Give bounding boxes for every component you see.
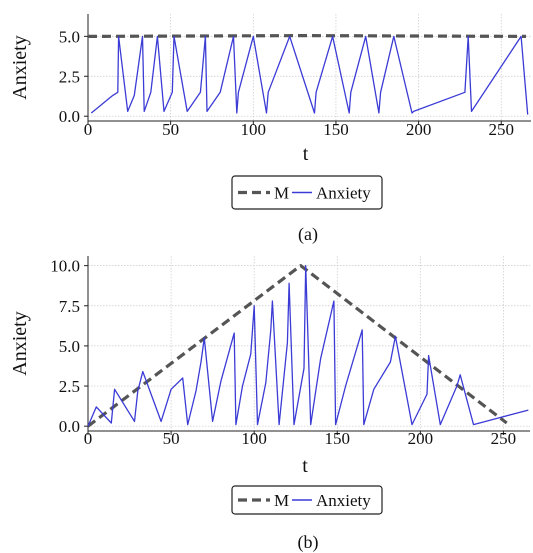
legend: M Anxiety [231, 485, 383, 515]
y-tick-label: 0.0 [59, 417, 80, 436]
x-tick-label: 0 [84, 120, 93, 139]
chart-panel-b: 0 50 100 150 200 2500.02.55.07.510.0tAnxietyM… [9, 256, 530, 553]
series-line-anxiety [87, 264, 529, 427]
x-tick-label: 150 [323, 120, 349, 139]
x-tick-label: 150 [324, 429, 350, 448]
x-tick-label: 250 [488, 120, 514, 139]
panel-caption: (a) [298, 224, 318, 245]
legend-label-anxiety: Anxiety [316, 184, 371, 203]
x-axis-label: t [303, 143, 309, 165]
x-tick-label: 100 [241, 429, 267, 448]
legend: M Anxiety [231, 175, 383, 210]
panel-caption: (b) [298, 532, 319, 553]
x-axis-label: t [302, 455, 308, 477]
legend-label-anxiety: Anxiety [316, 491, 371, 510]
y-tick-label: 10.0 [50, 257, 80, 276]
y-axis-label: Anxiety [9, 35, 31, 99]
x-tick-label: 200 [406, 120, 432, 139]
x-tick-label: 50 [163, 429, 180, 448]
x-tick-label: 0 [84, 429, 93, 448]
y-tick-label: 2.5 [59, 67, 80, 86]
y-tick-label: 2.5 [59, 377, 80, 396]
legend-label-m: M [274, 491, 289, 510]
y-tick-label: 0.0 [59, 107, 80, 126]
y-axis-label: Anxiety [9, 311, 31, 375]
chart-panel-a: 0 50 100 150 200 250 0.0 2.5 5.0 t Anxiety M Anxiety… [9, 14, 531, 245]
legend-label-m: M [274, 184, 289, 203]
y-tick-label: 5.0 [59, 337, 80, 356]
y-tick-label: 5.0 [59, 27, 80, 46]
series-line-anxiety [90, 35, 529, 115]
x-tick-label: 50 [162, 120, 179, 139]
x-tick-label: 100 [241, 120, 267, 139]
x-tick-label: 250 [491, 429, 517, 448]
series-line-m [87, 33, 527, 38]
y-tick-label: 7.5 [59, 297, 80, 316]
x-tick-label: 200 [408, 429, 434, 448]
series-line-m [87, 264, 508, 428]
